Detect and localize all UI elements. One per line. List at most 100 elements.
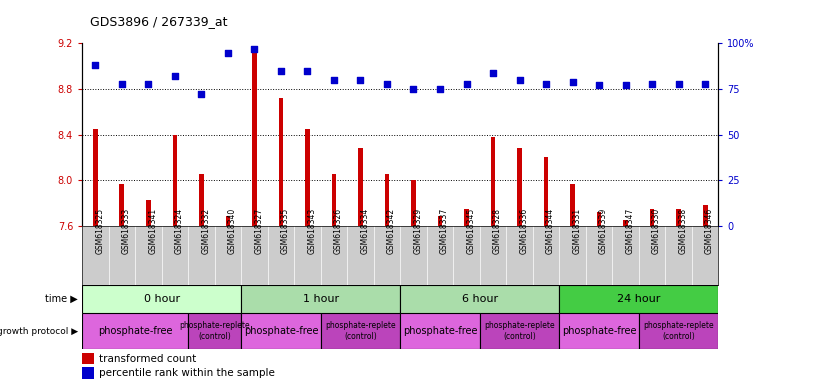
Text: GSM618339: GSM618339: [599, 207, 608, 254]
Text: 0 hour: 0 hour: [144, 294, 180, 304]
Point: [300, 68, 314, 74]
Point: [566, 79, 579, 85]
Point: [460, 81, 473, 87]
Point: [593, 82, 606, 88]
Text: GSM618338: GSM618338: [679, 207, 688, 253]
Text: phosphate-free: phosphate-free: [562, 326, 636, 336]
Text: GSM618345: GSM618345: [466, 207, 475, 254]
Bar: [146, 200, 151, 226]
Point: [142, 81, 155, 87]
Text: GSM618335: GSM618335: [281, 207, 290, 254]
Text: GSM618324: GSM618324: [175, 207, 184, 253]
Bar: [479, 313, 559, 349]
Bar: [464, 209, 469, 226]
Point: [672, 81, 686, 87]
Text: phosphate-free: phosphate-free: [244, 326, 319, 336]
Point: [274, 68, 287, 74]
Point: [487, 70, 500, 76]
Bar: [321, 313, 401, 349]
Bar: [559, 285, 718, 313]
Bar: [544, 157, 548, 226]
Point: [619, 82, 632, 88]
Point: [380, 81, 393, 87]
Text: GSM618336: GSM618336: [520, 207, 529, 254]
Bar: [649, 209, 654, 226]
Point: [407, 86, 420, 92]
Point: [222, 50, 235, 56]
Bar: [623, 220, 628, 226]
Bar: [491, 137, 495, 226]
Text: GSM618328: GSM618328: [493, 208, 502, 253]
Text: percentile rank within the sample: percentile rank within the sample: [99, 368, 274, 378]
Text: transformed count: transformed count: [99, 354, 196, 364]
Text: GSM618344: GSM618344: [546, 207, 555, 254]
Text: GSM618343: GSM618343: [307, 207, 316, 254]
Point: [195, 91, 208, 98]
Bar: [703, 205, 708, 226]
Bar: [278, 98, 283, 226]
Bar: [639, 313, 718, 349]
Text: GSM618347: GSM618347: [626, 207, 635, 254]
Bar: [411, 180, 416, 226]
Point: [248, 46, 261, 52]
Text: phosphate-replete
(control): phosphate-replete (control): [179, 321, 250, 341]
Point: [645, 81, 658, 87]
Bar: [384, 174, 389, 226]
Text: growth protocol ▶: growth protocol ▶: [0, 327, 78, 336]
Text: 6 hour: 6 hour: [461, 294, 498, 304]
Point: [433, 86, 447, 92]
Point: [168, 73, 181, 79]
Text: time ▶: time ▶: [45, 294, 78, 304]
Bar: [93, 129, 98, 226]
Text: GSM618330: GSM618330: [652, 207, 661, 254]
Text: 24 hour: 24 hour: [617, 294, 661, 304]
Bar: [517, 148, 522, 226]
Bar: [241, 285, 401, 313]
Bar: [120, 184, 124, 226]
Bar: [332, 174, 337, 226]
Text: phosphate-free: phosphate-free: [98, 326, 172, 336]
Text: phosphate-replete
(control): phosphate-replete (control): [484, 321, 555, 341]
Text: phosphate-replete
(control): phosphate-replete (control): [325, 321, 396, 341]
Point: [699, 81, 712, 87]
Text: 1 hour: 1 hour: [303, 294, 339, 304]
Point: [354, 77, 367, 83]
Bar: [82, 313, 188, 349]
Bar: [252, 51, 257, 226]
Text: GSM618340: GSM618340: [228, 207, 237, 254]
Bar: [401, 313, 479, 349]
Point: [89, 62, 102, 68]
Text: GSM618327: GSM618327: [255, 207, 264, 253]
Text: phosphate-free: phosphate-free: [403, 326, 477, 336]
Point: [115, 81, 128, 87]
Text: GSM618331: GSM618331: [572, 207, 581, 253]
Bar: [188, 313, 241, 349]
Bar: [305, 129, 310, 226]
Text: GSM618333: GSM618333: [122, 207, 131, 254]
Text: GSM618329: GSM618329: [414, 207, 423, 253]
Text: GSM618325: GSM618325: [95, 207, 104, 253]
Bar: [226, 215, 231, 226]
Bar: [401, 285, 559, 313]
Point: [539, 81, 553, 87]
Bar: [241, 313, 321, 349]
Bar: [570, 184, 575, 226]
Bar: [438, 215, 443, 226]
Bar: [172, 134, 177, 226]
Text: GSM618334: GSM618334: [360, 207, 369, 254]
Text: phosphate-replete
(control): phosphate-replete (control): [644, 321, 714, 341]
Bar: [82, 285, 241, 313]
Bar: [559, 313, 639, 349]
Text: GSM618337: GSM618337: [440, 207, 449, 254]
Point: [513, 77, 526, 83]
Bar: [597, 212, 602, 226]
Text: GSM618332: GSM618332: [201, 207, 210, 253]
Text: GSM618346: GSM618346: [705, 207, 714, 254]
Bar: [82, 353, 94, 364]
Point: [328, 77, 341, 83]
Bar: [677, 209, 681, 226]
Bar: [82, 367, 94, 379]
Bar: [358, 148, 363, 226]
Text: GDS3896 / 267339_at: GDS3896 / 267339_at: [90, 15, 227, 28]
Text: GSM618342: GSM618342: [387, 207, 396, 253]
